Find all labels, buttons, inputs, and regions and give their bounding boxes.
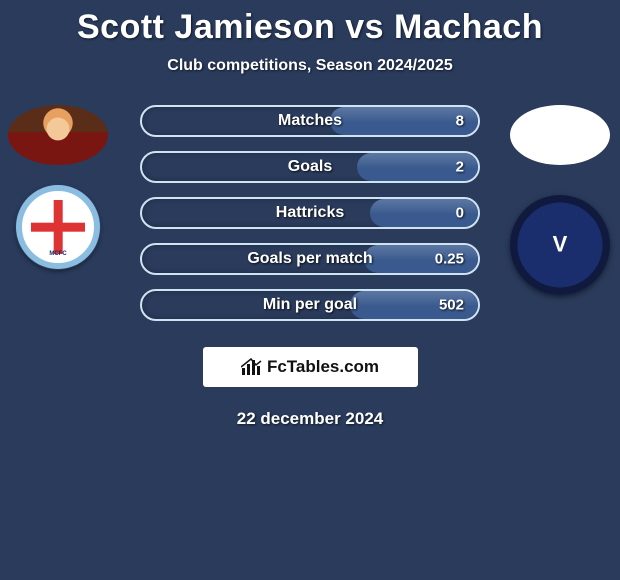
- main-row: MCFC Matches 8 Goals 2 Hattricks 0 Goals per m…: [0, 105, 620, 321]
- stat-bar: Goals per match 0.25: [140, 243, 480, 275]
- comparison-card: Scott Jamieson vs Machach Club competiti…: [0, 0, 620, 429]
- stat-bar-value: 2: [456, 159, 464, 176]
- subtitle: Club competitions, Season 2024/2025: [0, 57, 620, 75]
- stat-bar-value: 8: [456, 113, 464, 130]
- stat-bar-value: 0.25: [435, 251, 464, 268]
- right-column: [510, 105, 610, 295]
- stat-bar: Min per goal 502: [140, 289, 480, 321]
- stat-bar-label: Goals: [288, 158, 332, 176]
- stat-bar: Goals 2: [140, 151, 480, 183]
- stat-bar-label: Matches: [278, 112, 342, 130]
- stat-bar-value: 0: [456, 205, 464, 222]
- date-text: 22 december 2024: [0, 409, 620, 429]
- player1-club-badge: MCFC: [16, 185, 100, 269]
- stat-bar-label: Goals per match: [247, 250, 372, 268]
- brand-text: FcTables.com: [267, 357, 379, 377]
- player2-club-badge: [510, 195, 610, 295]
- brand-box[interactable]: FcTables.com: [203, 347, 418, 387]
- player1-avatar: [8, 105, 108, 165]
- stat-bar-label: Min per goal: [263, 296, 357, 314]
- stat-bar-value: 502: [439, 297, 464, 314]
- left-column: MCFC: [8, 105, 108, 269]
- bar-chart-icon: [241, 358, 263, 376]
- stat-bar: Matches 8: [140, 105, 480, 137]
- stat-bar-label: Hattricks: [276, 204, 344, 222]
- page-title: Scott Jamieson vs Machach: [0, 8, 620, 47]
- stat-bar: Hattricks 0: [140, 197, 480, 229]
- club-badge-label: MCFC: [49, 251, 66, 257]
- stat-bars: Matches 8 Goals 2 Hattricks 0 Goals per match 0…: [140, 105, 480, 321]
- player2-avatar: [510, 105, 610, 165]
